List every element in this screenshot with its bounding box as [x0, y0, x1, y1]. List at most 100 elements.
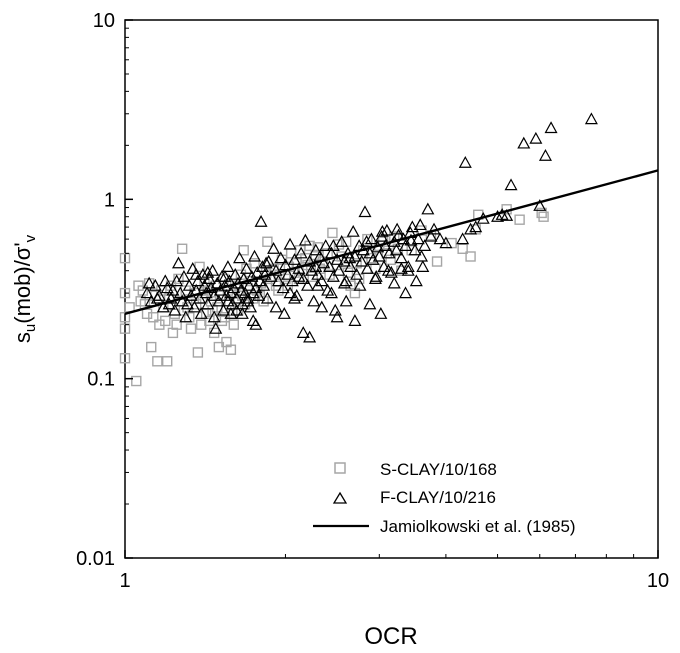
data-point-triangle: [303, 330, 317, 343]
data-point-triangle: [326, 239, 340, 251]
data-point-square: [457, 243, 468, 254]
data-point-triangle: [219, 288, 233, 301]
data-point-triangle: [346, 224, 360, 237]
data-point-square: [342, 267, 354, 278]
data-point-triangle: [529, 131, 543, 144]
data-point-triangle: [401, 263, 415, 276]
data-point-triangle: [235, 307, 249, 319]
data-point-triangle: [394, 262, 408, 274]
data-point-triangle: [288, 253, 302, 265]
data-point-triangle: [315, 300, 329, 313]
data-point-triangle: [216, 303, 230, 316]
data-point-triangle: [584, 112, 598, 125]
data-point-triangle: [372, 249, 386, 262]
data-point-triangle: [150, 291, 164, 304]
data-point-triangle: [160, 281, 174, 294]
data-point-triangle: [344, 260, 358, 272]
data-point-square: [196, 319, 207, 330]
data-point-triangle: [303, 254, 317, 267]
data-point-triangle: [504, 178, 518, 191]
data-point-triangle: [328, 303, 342, 316]
data-point-triangle: [156, 300, 170, 313]
data-point-square: [176, 243, 188, 254]
data-point-square: [124, 302, 135, 313]
data-point-triangle: [374, 307, 388, 319]
y-axis-title-sub-v: v: [22, 234, 39, 242]
data-point-triangle: [377, 260, 391, 272]
data-point-triangle: [355, 254, 369, 267]
data-point-square: [333, 239, 345, 250]
data-point-triangle: [330, 310, 344, 323]
data-point-square: [185, 323, 197, 334]
data-point-triangle: [177, 270, 191, 282]
data-point-triangle: [201, 297, 215, 310]
data-point-triangle: [281, 267, 295, 280]
data-point-triangle: [242, 278, 256, 291]
data-layer: [119, 112, 659, 387]
data-point-triangle: [389, 243, 403, 256]
data-point-triangle: [241, 291, 255, 304]
data-point-square: [377, 236, 389, 247]
data-point-triangle: [404, 233, 418, 246]
data-point-triangle: [191, 274, 205, 287]
data-point-square: [514, 214, 525, 225]
data-point-triangle: [363, 246, 377, 259]
data-point-triangle: [276, 281, 290, 294]
legend: S-CLAY/10/168 F-CLAY/10/216 Jamiolkowski…: [313, 460, 576, 536]
data-point-triangle: [439, 236, 453, 249]
data-point-triangle: [418, 239, 432, 251]
data-point-triangle: [186, 262, 200, 274]
data-point-triangle: [309, 260, 323, 272]
data-point-triangle: [339, 294, 353, 307]
data-point-triangle: [433, 232, 447, 245]
data-point-triangle: [221, 294, 235, 307]
data-point-triangle: [350, 267, 364, 280]
data-point-triangle: [166, 283, 180, 296]
data-point-triangle: [158, 274, 172, 287]
data-point-triangle: [207, 310, 221, 323]
data-point-triangle: [237, 272, 251, 285]
data-point-triangle: [221, 260, 235, 272]
data-point-triangle: [196, 267, 210, 280]
data-point-triangle: [332, 263, 346, 276]
legend-marker-s-clay: [334, 462, 346, 474]
data-point-triangle: [469, 220, 483, 233]
data-point-triangle: [189, 267, 203, 280]
data-point-triangle: [142, 276, 156, 289]
data-point-square: [465, 251, 476, 262]
data-point-square: [119, 323, 131, 334]
data-point-triangle: [364, 232, 378, 245]
data-point-triangle: [353, 278, 367, 291]
data-point-triangle: [271, 274, 285, 287]
data-point-triangle: [491, 209, 505, 222]
data-point-triangle: [307, 294, 321, 307]
data-point-triangle: [260, 291, 274, 304]
data-point-triangle: [368, 272, 382, 285]
data-point-triangle: [296, 326, 310, 338]
data-point-square: [141, 308, 153, 319]
data-point-triangle: [311, 278, 325, 291]
data-point-square: [146, 341, 157, 353]
data-point-triangle: [399, 286, 413, 299]
y-axis-title: su(mob)/σ'v: [10, 234, 39, 343]
data-point-triangle: [409, 274, 423, 287]
data-point-triangle: [253, 274, 267, 287]
data-point-triangle: [225, 297, 239, 310]
data-point-square: [171, 319, 182, 330]
data-point-triangle: [517, 136, 531, 149]
data-point-triangle: [254, 214, 268, 227]
data-point-square: [152, 356, 163, 367]
data-point-triangle: [230, 303, 244, 316]
data-point-triangle: [330, 253, 344, 265]
data-point-triangle: [274, 251, 288, 264]
data-point-triangle: [228, 267, 242, 280]
data-point-triangle: [209, 321, 223, 334]
data-point-triangle: [317, 256, 331, 269]
data-point-triangle: [285, 274, 299, 287]
data-point-square: [131, 375, 142, 387]
data-point-triangle: [201, 265, 215, 278]
y-tick-label: 0.01: [76, 548, 115, 570]
data-point-triangle: [251, 288, 265, 301]
data-point-square: [119, 287, 131, 299]
